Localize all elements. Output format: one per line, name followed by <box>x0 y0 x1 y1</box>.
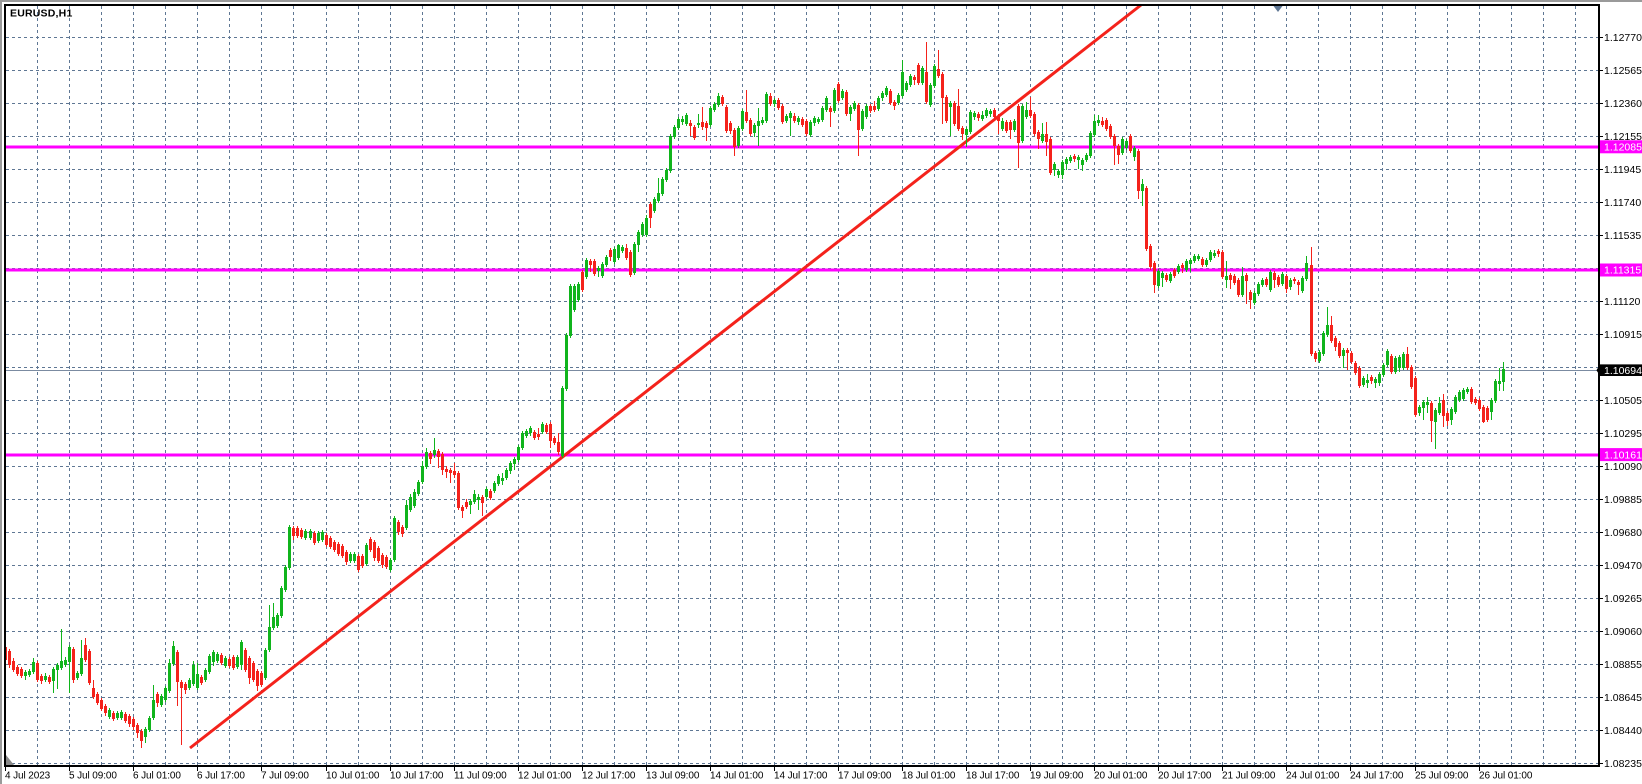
svg-text:4 Jul 2023: 4 Jul 2023 <box>5 771 51 782</box>
svg-text:1.10694: 1.10694 <box>1604 365 1642 377</box>
svg-text:21 Jul 09:00: 21 Jul 09:00 <box>1222 771 1276 782</box>
svg-text:1.10295: 1.10295 <box>1604 428 1642 440</box>
svg-text:1.11535: 1.11535 <box>1604 230 1641 242</box>
svg-text:14 Jul 17:00: 14 Jul 17:00 <box>774 771 828 782</box>
svg-text:1.09060: 1.09060 <box>1604 626 1642 638</box>
svg-text:1.10090: 1.10090 <box>1604 461 1642 473</box>
svg-text:17 Jul 09:00: 17 Jul 09:00 <box>838 771 892 782</box>
svg-text:1.09680: 1.09680 <box>1604 527 1642 539</box>
svg-text:6 Jul 01:00: 6 Jul 01:00 <box>133 771 181 782</box>
svg-text:10 Jul 01:00: 10 Jul 01:00 <box>326 771 380 782</box>
svg-text:1.09265: 1.09265 <box>1604 593 1642 605</box>
svg-text:11 Jul 09:00: 11 Jul 09:00 <box>454 771 507 782</box>
svg-text:12 Jul 17:00: 12 Jul 17:00 <box>582 771 636 782</box>
svg-text:5 Jul 09:00: 5 Jul 09:00 <box>69 771 117 782</box>
svg-text:24 Jul 01:00: 24 Jul 01:00 <box>1286 771 1340 782</box>
svg-text:18 Jul 17:00: 18 Jul 17:00 <box>966 771 1020 782</box>
svg-text:1.08235: 1.08235 <box>1604 758 1642 770</box>
svg-text:1.11740: 1.11740 <box>1604 197 1641 209</box>
svg-text:7 Jul 09:00: 7 Jul 09:00 <box>261 771 309 782</box>
svg-text:1.12770: 1.12770 <box>1604 32 1642 44</box>
svg-text:1.12085: 1.12085 <box>1604 142 1642 154</box>
svg-text:20 Jul 01:00: 20 Jul 01:00 <box>1094 771 1148 782</box>
svg-text:13 Jul 09:00: 13 Jul 09:00 <box>646 771 700 782</box>
svg-text:EURUSD,H1: EURUSD,H1 <box>10 8 72 20</box>
svg-text:1.10161: 1.10161 <box>1604 449 1642 461</box>
svg-text:1.08645: 1.08645 <box>1604 692 1642 704</box>
svg-text:26 Jul 01:00: 26 Jul 01:00 <box>1479 771 1533 782</box>
svg-text:25 Jul 09:00: 25 Jul 09:00 <box>1415 771 1469 782</box>
svg-text:24 Jul 17:00: 24 Jul 17:00 <box>1350 771 1404 782</box>
svg-text:6 Jul 17:00: 6 Jul 17:00 <box>197 771 245 782</box>
svg-text:1.08440: 1.08440 <box>1604 725 1642 737</box>
svg-text:18 Jul 01:00: 18 Jul 01:00 <box>902 771 956 782</box>
svg-text:1.10505: 1.10505 <box>1604 395 1642 407</box>
svg-text:10 Jul 17:00: 10 Jul 17:00 <box>390 771 444 782</box>
svg-text:1.10915: 1.10915 <box>1604 329 1642 341</box>
svg-text:1.08855: 1.08855 <box>1604 659 1642 671</box>
svg-text:14 Jul 01:00: 14 Jul 01:00 <box>710 771 764 782</box>
svg-text:1.12565: 1.12565 <box>1604 65 1642 77</box>
svg-text:1.11315: 1.11315 <box>1604 265 1641 277</box>
svg-text:12 Jul 01:00: 12 Jul 01:00 <box>518 771 572 782</box>
svg-text:1.09470: 1.09470 <box>1604 560 1642 572</box>
svg-text:1.11945: 1.11945 <box>1604 164 1641 176</box>
svg-text:1.12360: 1.12360 <box>1604 98 1642 110</box>
svg-text:20 Jul 17:00: 20 Jul 17:00 <box>1158 771 1212 782</box>
svg-text:19 Jul 09:00: 19 Jul 09:00 <box>1030 771 1084 782</box>
svg-text:1.09885: 1.09885 <box>1604 494 1642 506</box>
svg-text:1.12155: 1.12155 <box>1604 131 1642 143</box>
svg-text:1.11120: 1.11120 <box>1604 296 1641 308</box>
